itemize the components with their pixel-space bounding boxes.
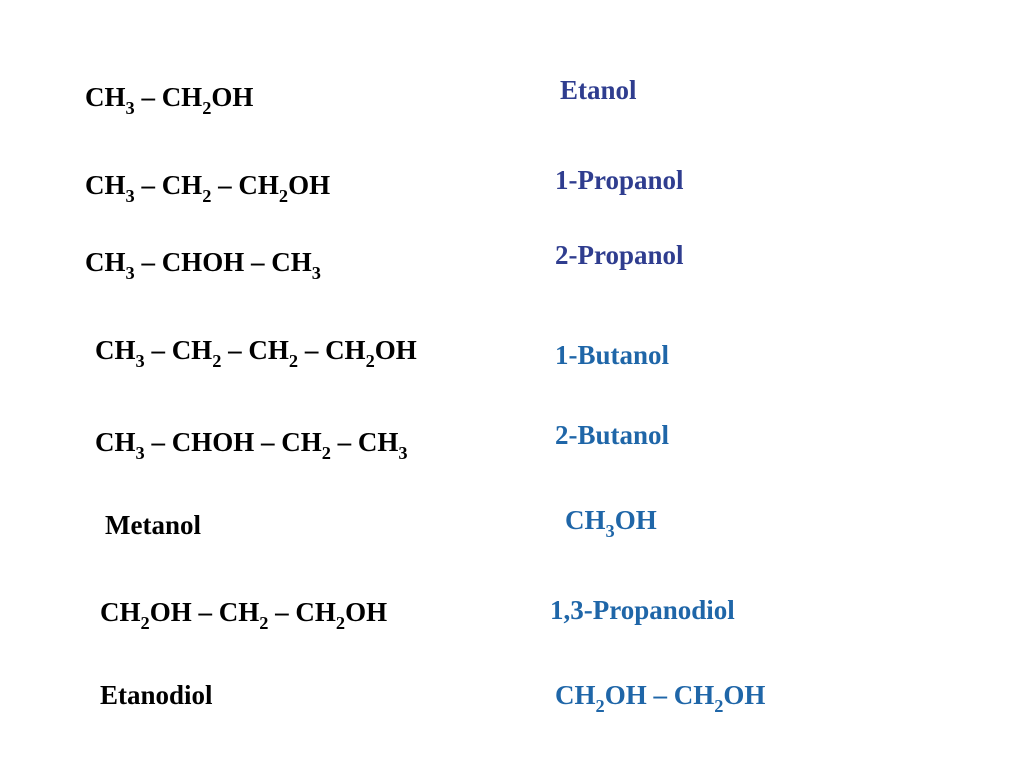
chemical-formula: CH3 – CHOH – CH2 – CH3 (95, 427, 408, 462)
compound-name: 1-Propanol (555, 165, 684, 196)
compound-name: Etanol (560, 75, 637, 106)
chemical-formula: CH3 – CHOH – CH3 (85, 247, 321, 282)
row-0-right: Etanol (560, 75, 637, 106)
row-0-left: CH3 – CH2OH (85, 82, 253, 117)
row-6-left: CH2OH – CH2 – CH2OH (100, 597, 387, 632)
chemical-formula: CH2OH – CH2 – CH2OH (100, 597, 387, 632)
row-3-left: CH3 – CH2 – CH2 – CH2OH (95, 335, 417, 370)
row-4-right: 2-Butanol (555, 420, 669, 451)
chemical-formula: CH3 – CH2OH (85, 82, 253, 117)
compound-name: 2-Butanol (555, 420, 669, 451)
row-1-left: CH3 – CH2 – CH2OH (85, 170, 330, 205)
compound-name: Etanodiol (100, 680, 213, 711)
compound-name: 1-Butanol (555, 340, 669, 371)
row-3-right: 1-Butanol (555, 340, 669, 371)
chemical-formula: CH3 – CH2 – CH2OH (85, 170, 330, 205)
chemical-formula: CH3 – CH2 – CH2 – CH2OH (95, 335, 417, 370)
compound-name: Metanol (105, 510, 201, 541)
row-1-right: 1-Propanol (555, 165, 684, 196)
chemical-formula: CH3OH (565, 505, 657, 540)
chemical-formula: CH2OH – CH2OH (555, 680, 765, 715)
row-5-right: CH3OH (565, 505, 657, 540)
row-2-right: 2-Propanol (555, 240, 684, 271)
row-7-left: Etanodiol (100, 680, 213, 711)
row-6-right: 1,3-Propanodiol (550, 595, 735, 626)
row-7-right: CH2OH – CH2OH (555, 680, 765, 715)
row-2-left: CH3 – CHOH – CH3 (85, 247, 321, 282)
compound-name: 2-Propanol (555, 240, 684, 271)
row-4-left: CH3 – CHOH – CH2 – CH3 (95, 427, 408, 462)
compound-name: 1,3-Propanodiol (550, 595, 735, 626)
row-5-left: Metanol (105, 510, 201, 541)
